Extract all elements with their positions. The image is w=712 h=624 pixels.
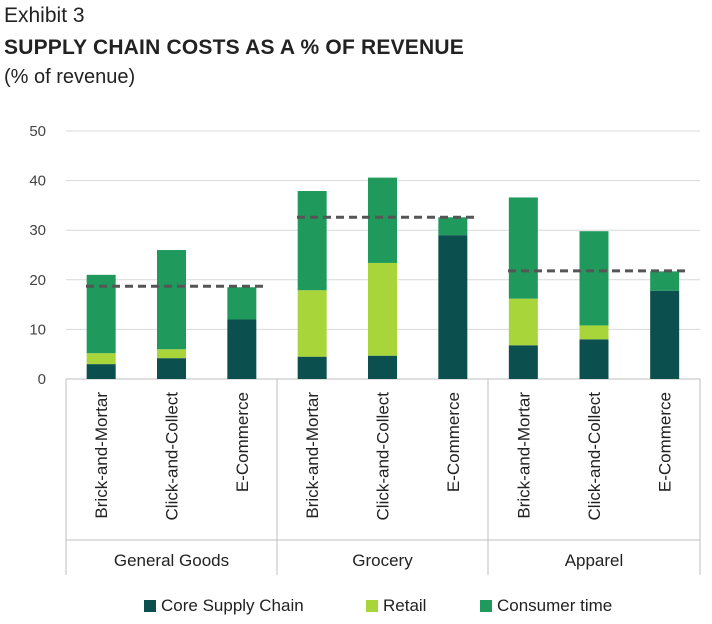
y-tick-label: 50: [29, 123, 46, 140]
legend-swatch: [144, 600, 156, 612]
legend-label: Retail: [383, 596, 426, 615]
bar-segment-retail: [508, 298, 538, 346]
bar-segment-retail: [579, 325, 609, 340]
bar-segment-core-supply-chain: [650, 290, 680, 379]
exhibit-label: Exhibit 3: [4, 4, 85, 27]
bar-segment-consumer-time: [157, 250, 186, 350]
bar-segment-retail: [86, 353, 116, 365]
y-tick-label: 0: [38, 371, 46, 388]
category-label: Brick-and-Mortar: [92, 392, 111, 519]
bar-segment-consumer-time: [579, 231, 609, 326]
bar-segment-consumer-time: [368, 177, 397, 263]
y-tick-label: 30: [29, 222, 46, 239]
bar-segment-core-supply-chain: [157, 358, 186, 379]
category-label: Click-and-Collect: [163, 392, 182, 521]
bar-segment-consumer-time: [227, 287, 257, 320]
bar-segment-consumer-time: [508, 197, 538, 299]
category-label: Click-and-Collect: [585, 392, 604, 521]
bar-segment-consumer-time: [650, 271, 680, 291]
chart-subtitle: (% of revenue): [4, 66, 136, 88]
bar-segment-retail: [368, 262, 397, 356]
legend-label: Core Supply Chain: [161, 596, 304, 615]
bar-segment-core-supply-chain: [579, 339, 609, 379]
chart-title: SUPPLY CHAIN COSTS AS A % OF REVENUE: [4, 36, 464, 59]
bar-segment-retail: [297, 290, 327, 357]
bar-segment-core-supply-chain: [86, 364, 116, 379]
category-label: E-Commerce: [233, 392, 252, 492]
group-label: General Goods: [114, 551, 229, 570]
y-tick-label: 10: [29, 321, 46, 338]
bar-segment-consumer-time: [438, 217, 468, 236]
category-label: E-Commerce: [444, 392, 463, 492]
group-label: Grocery: [352, 551, 413, 570]
category-label: E-Commerce: [656, 392, 675, 492]
category-label: Brick-and-Mortar: [303, 392, 322, 519]
bar-segment-core-supply-chain: [438, 235, 468, 379]
group-label: Apparel: [565, 551, 624, 570]
bar-segment-consumer-time: [86, 274, 116, 354]
bar-segment-core-supply-chain: [297, 356, 327, 379]
legend-swatch: [366, 600, 378, 612]
bar-segment-consumer-time: [297, 191, 327, 291]
legend-swatch: [480, 600, 492, 612]
y-tick-label: 20: [29, 272, 46, 289]
bar-segment-core-supply-chain: [508, 345, 538, 379]
bar-segment-core-supply-chain: [227, 319, 257, 379]
legend-label: Consumer time: [497, 596, 612, 615]
y-tick-label: 40: [29, 173, 46, 190]
category-label: Click-and-Collect: [374, 392, 393, 521]
category-label: Brick-and-Mortar: [514, 392, 533, 519]
bar-segment-core-supply-chain: [368, 355, 397, 379]
bar-segment-retail: [157, 349, 186, 359]
